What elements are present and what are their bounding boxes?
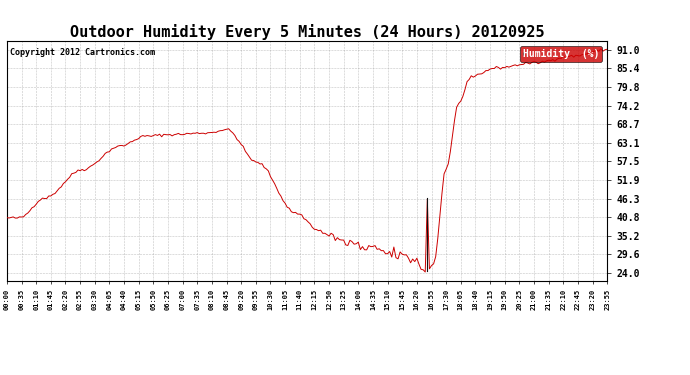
- Title: Outdoor Humidity Every 5 Minutes (24 Hours) 20120925: Outdoor Humidity Every 5 Minutes (24 Hou…: [70, 24, 544, 40]
- Text: Copyright 2012 Cartronics.com: Copyright 2012 Cartronics.com: [10, 48, 155, 57]
- Legend: Humidity  (%): Humidity (%): [520, 46, 602, 62]
